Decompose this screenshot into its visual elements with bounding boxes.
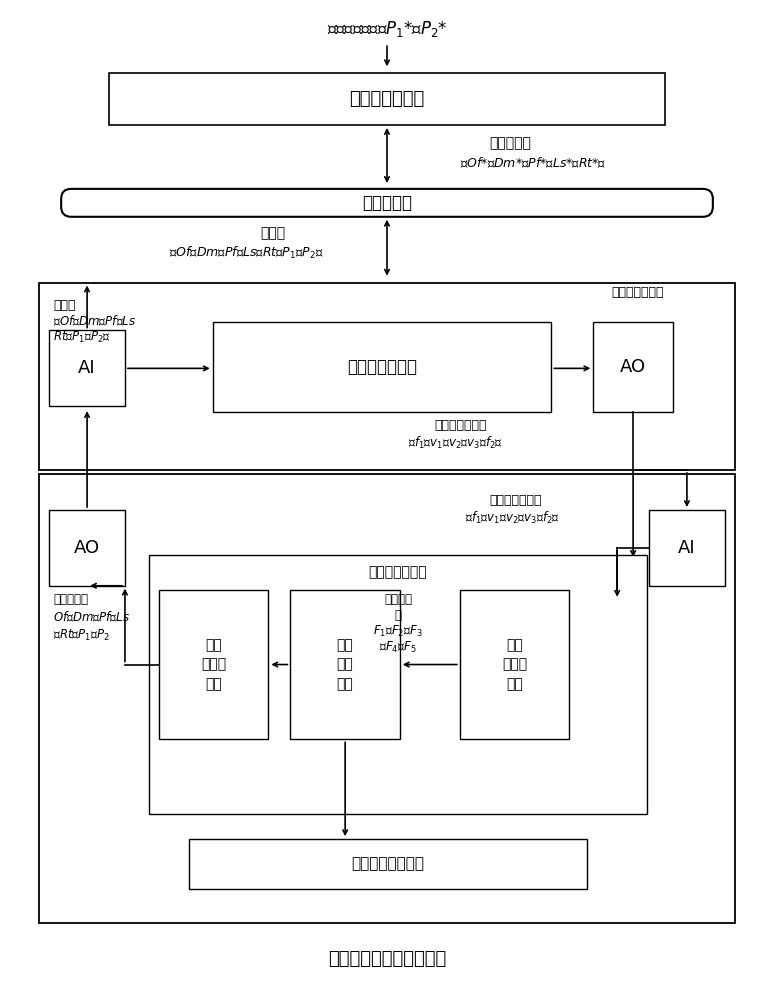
Text: 模型输入: 模型输入: [384, 593, 412, 606]
Text: 虚拟
传感器
模型: 虚拟 传感器 模型: [201, 638, 226, 691]
Text: （$f_1$、$v_1$、$v_2$、$v_3$、$f_2$）: （$f_1$、$v_1$、$v_2$、$v_3$、$f_2$）: [465, 510, 560, 526]
FancyBboxPatch shape: [61, 189, 713, 217]
Text: AO: AO: [620, 358, 646, 376]
Text: $Rt$、$P_1$、$P_2$）: $Rt$、$P_1$、$P_2$）: [53, 330, 111, 345]
Text: $F_1$、$F_2$、$F_3$: $F_1$、$F_2$、$F_3$: [373, 624, 423, 639]
Text: AI: AI: [78, 359, 96, 377]
Text: 粒度指标期望值$P_1$*、$P_2$*: 粒度指标期望值$P_1$*、$P_2$*: [326, 19, 447, 39]
Text: AO: AO: [74, 539, 100, 557]
Text: 模型输出量: 模型输出量: [53, 593, 88, 606]
Text: 虚拟
对象
模型: 虚拟 对象 模型: [337, 638, 353, 691]
Text: 虚拟对象运行器: 虚拟对象运行器: [369, 565, 427, 579]
Bar: [649, 510, 725, 586]
Text: 过程回路控制器: 过程回路控制器: [347, 358, 417, 376]
Text: 量: 量: [394, 609, 401, 622]
Text: 、$F_4$、$F_5$: 、$F_4$、$F_5$: [379, 640, 417, 655]
Bar: [159, 590, 268, 739]
Bar: [291, 590, 400, 739]
Bar: [50, 330, 125, 406]
Text: 三维虚拟磨矿过程运行器: 三维虚拟磨矿过程运行器: [328, 950, 446, 968]
Text: 工业以太网: 工业以太网: [362, 194, 412, 212]
Bar: [149, 555, 647, 814]
Bar: [212, 322, 551, 412]
Bar: [40, 283, 735, 470]
Text: 实际值: 实际值: [260, 226, 285, 240]
Bar: [593, 322, 673, 412]
Bar: [189, 839, 587, 889]
Text: 执行机构控制量: 执行机构控制量: [435, 419, 487, 432]
Text: （$f_1$、$v_1$、$v_2$、$v_3$、$f_2$）: （$f_1$、$v_1$、$v_2$、$v_3$、$f_2$）: [408, 435, 503, 451]
Text: 、$Rt$、$P_1$、$P_2$: 、$Rt$、$P_1$、$P_2$: [53, 628, 110, 643]
Text: （$Of$*、$Dm$*、$Pf$*、$Ls$*、$Rt$*）: （$Of$*、$Dm$*、$Pf$*、$Ls$*、$Rt$*）: [460, 156, 606, 170]
Text: 执行机构控制量: 执行机构控制量: [490, 494, 542, 507]
Bar: [40, 474, 735, 923]
Bar: [50, 510, 125, 586]
Text: （$Of$、$Dm$、$Pf$、$Ls$、$Rt$、$P_1$、$P_2$）: （$Of$、$Dm$、$Pf$、$Ls$、$Rt$、$P_1$、$P_2$）: [169, 245, 323, 261]
Text: 实际值: 实际值: [53, 299, 76, 312]
Text: （$Of$、$Dm$、$Pf$、$Ls$: （$Of$、$Dm$、$Pf$、$Ls$: [53, 314, 136, 329]
Text: 虚拟
执行器
模型: 虚拟 执行器 模型: [502, 638, 527, 691]
Text: 优化设定值: 优化设定值: [490, 136, 532, 150]
Text: AI: AI: [678, 539, 696, 557]
Text: 三维可视化运行器: 三维可视化运行器: [352, 856, 425, 871]
Bar: [109, 73, 665, 125]
Text: 过程回路控制器: 过程回路控制器: [611, 286, 664, 299]
Bar: [460, 590, 570, 739]
Text: 运行优化控制器: 运行优化控制器: [350, 90, 425, 108]
Text: $Of$、$Dm$、$Pf$、$Ls$: $Of$、$Dm$、$Pf$、$Ls$: [53, 611, 130, 625]
